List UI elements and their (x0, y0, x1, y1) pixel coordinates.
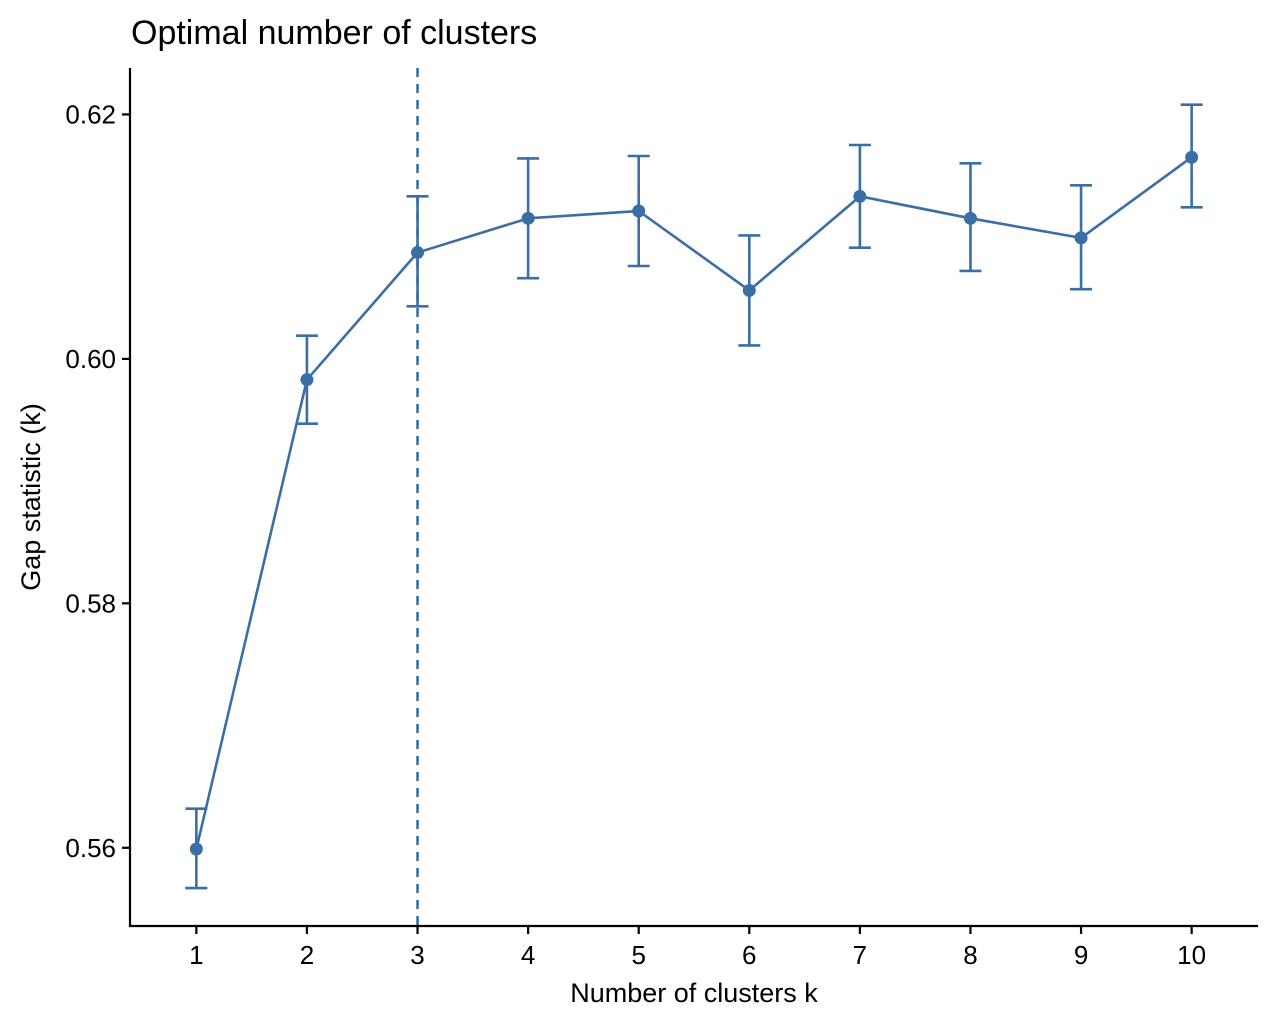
x-tick-label: 8 (963, 940, 977, 970)
y-axis-title: Gap statistic (k) (16, 403, 46, 591)
y-tick-label: 0.56 (65, 833, 116, 863)
x-tick-label: 7 (853, 940, 867, 970)
data-point (963, 211, 977, 225)
x-axis-title: Number of clusters k (570, 978, 818, 1008)
y-tick-label: 0.58 (65, 588, 116, 618)
data-point (632, 204, 646, 218)
x-tick-label: 6 (742, 940, 756, 970)
data-point (189, 842, 203, 856)
data-point (300, 373, 314, 387)
x-tick-label: 5 (631, 940, 645, 970)
chart-title: Optimal number of clusters (131, 14, 537, 52)
x-tick-label: 2 (300, 940, 314, 970)
x-tick-label: 10 (1177, 940, 1206, 970)
data-point (411, 246, 425, 260)
data-point (521, 211, 535, 225)
data-point (1185, 150, 1199, 164)
y-tick-label: 0.62 (65, 99, 116, 129)
data-point (853, 189, 867, 203)
x-tick-label: 9 (1074, 940, 1088, 970)
axes: 0.56 0.58 0.60 0.62 1 2 3 4 5 6 7 8 9 10 (65, 68, 1258, 970)
series-line (195, 156, 1193, 850)
y-tick-label: 0.60 (65, 344, 116, 374)
x-tick-label: 1 (189, 940, 203, 970)
plot-area (185, 68, 1203, 926)
data-point (742, 283, 756, 297)
x-tick-label: 4 (521, 940, 535, 970)
data-point (1074, 231, 1088, 245)
x-tick-label: 3 (410, 940, 424, 970)
